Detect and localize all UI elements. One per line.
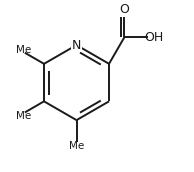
Text: Me: Me — [16, 111, 32, 121]
Text: Me: Me — [69, 141, 84, 151]
Text: N: N — [72, 39, 81, 52]
Text: OH: OH — [144, 31, 163, 44]
Text: O: O — [120, 3, 129, 16]
Text: Me: Me — [16, 45, 32, 55]
